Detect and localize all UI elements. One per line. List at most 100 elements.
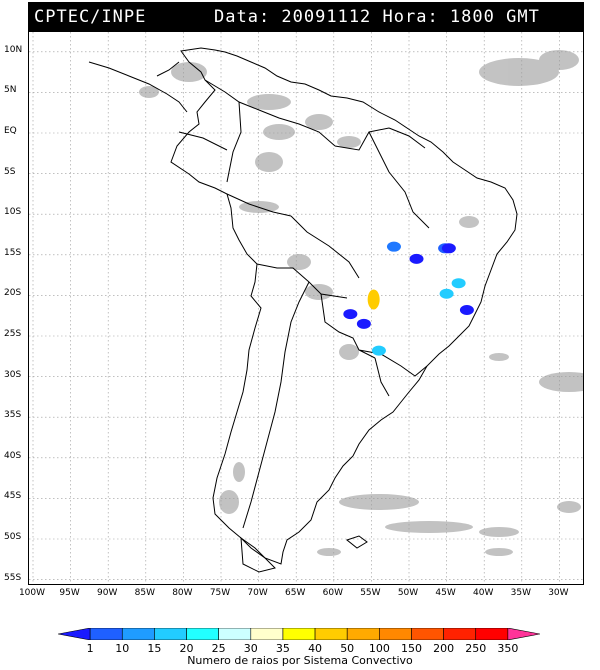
legend-swatch [250,628,284,640]
cloud-patch [339,494,419,510]
convective-system [441,243,456,254]
convective-system [356,318,371,329]
longitude-label: 85W [134,588,155,598]
cloud-patch [539,372,583,392]
legend-tick-label: 200 [433,642,455,655]
map-canvas [29,32,583,584]
country-borders [178,79,430,529]
legend-tick-label: 150 [400,642,422,655]
cloud-patch [255,152,283,172]
longitude-label: 45W [435,588,456,598]
cloud-patch [557,501,581,513]
source-label: CPTEC/INPE [34,7,147,27]
falkland-islands [345,535,368,549]
cloud-patch [385,521,473,533]
legend-tick-label: 350 [497,642,519,655]
longitude-label: 30W [548,588,569,598]
longitude-label: 50W [397,588,419,598]
legend-swatch [218,628,252,640]
cloud-patch [233,462,245,482]
legend-tick-label: 100 [368,642,390,655]
cloud-patch [337,136,361,148]
latitude-label: 30S [4,369,22,380]
cloud-patch [287,254,311,270]
cloud-patch [489,353,509,361]
latitude-label: 50S [4,532,22,542]
legend-tick-label: 30 [243,642,258,655]
legend-colorbar [58,628,540,640]
convective-system [343,309,358,320]
cloud-patch [171,62,207,82]
cloud-cover [139,50,583,556]
legend-swatch [314,628,348,640]
legend-tick-label: 1 [86,642,94,655]
longitude-label: 90W [97,588,118,598]
convective-system [386,241,401,252]
cloud-patch [339,344,359,360]
latitude-label: 35S [4,410,22,421]
latitude-label: 40S [4,450,22,461]
latitude-label: 5N [4,85,17,96]
legend-tick-label: 10 [115,642,130,655]
convective-system [371,345,386,356]
legend-swatch [154,628,187,640]
cloud-patch [479,58,559,86]
map-header: CPTEC/INPE Data: 20091112 Hora: 1800 GMT [28,2,584,31]
convective-system [459,305,474,316]
longitude-label: 65W [285,588,306,598]
convective-system [409,253,424,264]
legend-swatch [411,628,444,640]
longitude-label: 80W [172,588,193,598]
legend-tick-label: 25 [211,642,226,655]
longitude-label: 100W [18,588,46,598]
latitude-label: 10N [4,44,23,55]
latitude-label: 45S [4,491,22,502]
latitude-label: 55S [4,572,22,583]
longitude-label: 60W [322,588,343,598]
longitude-label: 75W [209,588,231,598]
graticule [29,32,583,584]
legend-swatch [379,628,412,640]
latitude-label: 15S [4,247,22,258]
cloud-patch [247,94,291,110]
cloud-patch [305,114,333,130]
legend-tick-label: 35 [275,642,290,655]
cloud-patch [485,548,513,556]
tierra-del-fuego [240,536,276,573]
longitude-label: 40W [473,588,494,598]
legend-swatch [507,628,540,640]
longitude-label: 35W [510,588,531,598]
convective-system [451,278,466,289]
cloud-patch [539,50,579,70]
legend-swatch [475,628,509,640]
legend-tick-label: 20 [179,642,194,655]
central-america-coast [88,61,188,113]
legend-swatch [186,628,219,640]
legend-swatch [89,628,123,640]
datetime-label: Data: 20091112 Hora: 1800 GMT [214,7,540,27]
longitude-label: 70W [247,588,268,598]
legend-swatch [443,628,477,640]
longitude-label: 95W [59,588,80,598]
cloud-patch [263,124,295,140]
south-america-coast [170,47,518,565]
latitude-label: 25S [4,329,22,339]
legend-swatch [346,628,380,640]
legend-tick-label: 15 [147,642,162,655]
cloud-patch [139,86,159,98]
latitude-label: 10S [4,207,22,218]
cloud-patch [459,216,479,228]
legend-tick-label: 50 [340,642,355,655]
legend-swatch [121,628,155,640]
cloud-patch [317,548,341,556]
latitude-label: EQ [4,126,17,136]
continent-outline [88,47,518,573]
legend-tick-label: 250 [465,642,487,655]
cloud-patch [219,490,239,514]
latitude-label: 5S [4,166,16,177]
legend-swatch [282,628,316,640]
convective-system [367,289,380,310]
legend-swatch [58,628,91,640]
latitude-label: 20S [4,288,22,299]
convective-systems [343,241,474,356]
